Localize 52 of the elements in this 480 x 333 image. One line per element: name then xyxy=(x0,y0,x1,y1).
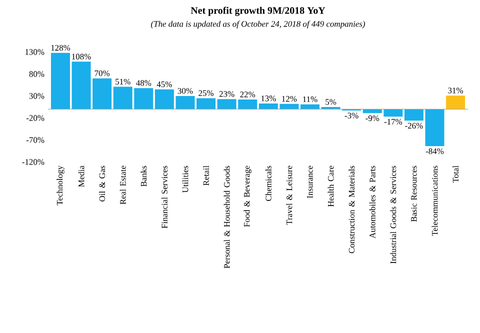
data-label: 45% xyxy=(156,81,172,88)
x-tick-label: Telecommunications xyxy=(432,166,438,236)
x-tick-label: Utilities xyxy=(182,166,188,193)
bar xyxy=(300,104,320,110)
x-tick-label: Personal & Household Goods xyxy=(224,166,230,268)
data-label: 51% xyxy=(116,78,130,85)
data-label: 128% xyxy=(51,44,70,51)
y-tick-label: -20% xyxy=(26,115,44,121)
x-tick-label: Health Care xyxy=(328,166,334,207)
data-label: 5% xyxy=(326,99,336,105)
x-tick-label: Retail xyxy=(203,166,209,186)
x-tick-label: Automobiles & Parts xyxy=(369,166,376,238)
data-label: -17% xyxy=(384,118,402,125)
x-tick-label: Travel & Leisure xyxy=(286,166,292,225)
data-label: 22% xyxy=(240,92,256,98)
data-label: 108% xyxy=(72,54,91,60)
data-label: 11% xyxy=(303,96,318,102)
chart-title: Net profit growth 9M/2018 YoY xyxy=(190,6,326,16)
y-tick-label: 130% xyxy=(25,49,44,55)
y-tick-label: 30% xyxy=(29,93,44,99)
x-tick-label: Construction & Materials xyxy=(348,166,355,254)
x-tick-label: Food & Beverage xyxy=(244,166,252,227)
data-label: -84% xyxy=(426,148,444,154)
x-tick-label: Chemicals xyxy=(265,166,272,201)
x-tick-label: Banks xyxy=(140,166,147,186)
data-label: 70% xyxy=(94,70,110,76)
bar xyxy=(50,52,70,110)
x-tick-label: Media xyxy=(78,166,84,187)
x-tick-label: Industrial Goods & Services xyxy=(390,166,396,264)
x-tick-label: Basic Resources xyxy=(411,166,417,222)
x-tick-label: Insurance xyxy=(307,166,313,198)
data-label: -26% xyxy=(405,122,423,129)
y-tick-label: 80% xyxy=(29,71,44,77)
y-tick-label: -70% xyxy=(26,137,44,143)
data-label: 25% xyxy=(198,90,214,96)
data-label: 31% xyxy=(448,88,464,94)
x-tick-label: Real Estate xyxy=(120,166,126,204)
x-tick-label: Oil & Gas xyxy=(99,166,106,202)
bar xyxy=(446,96,466,110)
data-label: 48% xyxy=(136,80,152,86)
data-label: 12% xyxy=(282,96,297,102)
data-label: -9% xyxy=(366,115,380,122)
y-tick-label: -120% xyxy=(22,159,44,165)
data-label: -3% xyxy=(344,112,358,118)
bar xyxy=(196,98,216,110)
x-tick-label: Technology xyxy=(56,166,64,206)
chart-subtitle: (The data is updated as of October 24, 2018 of 449 companies) xyxy=(151,20,365,28)
data-label: 30% xyxy=(178,88,193,94)
data-label: 13% xyxy=(261,96,276,102)
x-tick-label: Financial Services xyxy=(161,166,168,228)
data-label: 23% xyxy=(219,91,234,97)
x-tick-label: Total xyxy=(452,166,459,183)
